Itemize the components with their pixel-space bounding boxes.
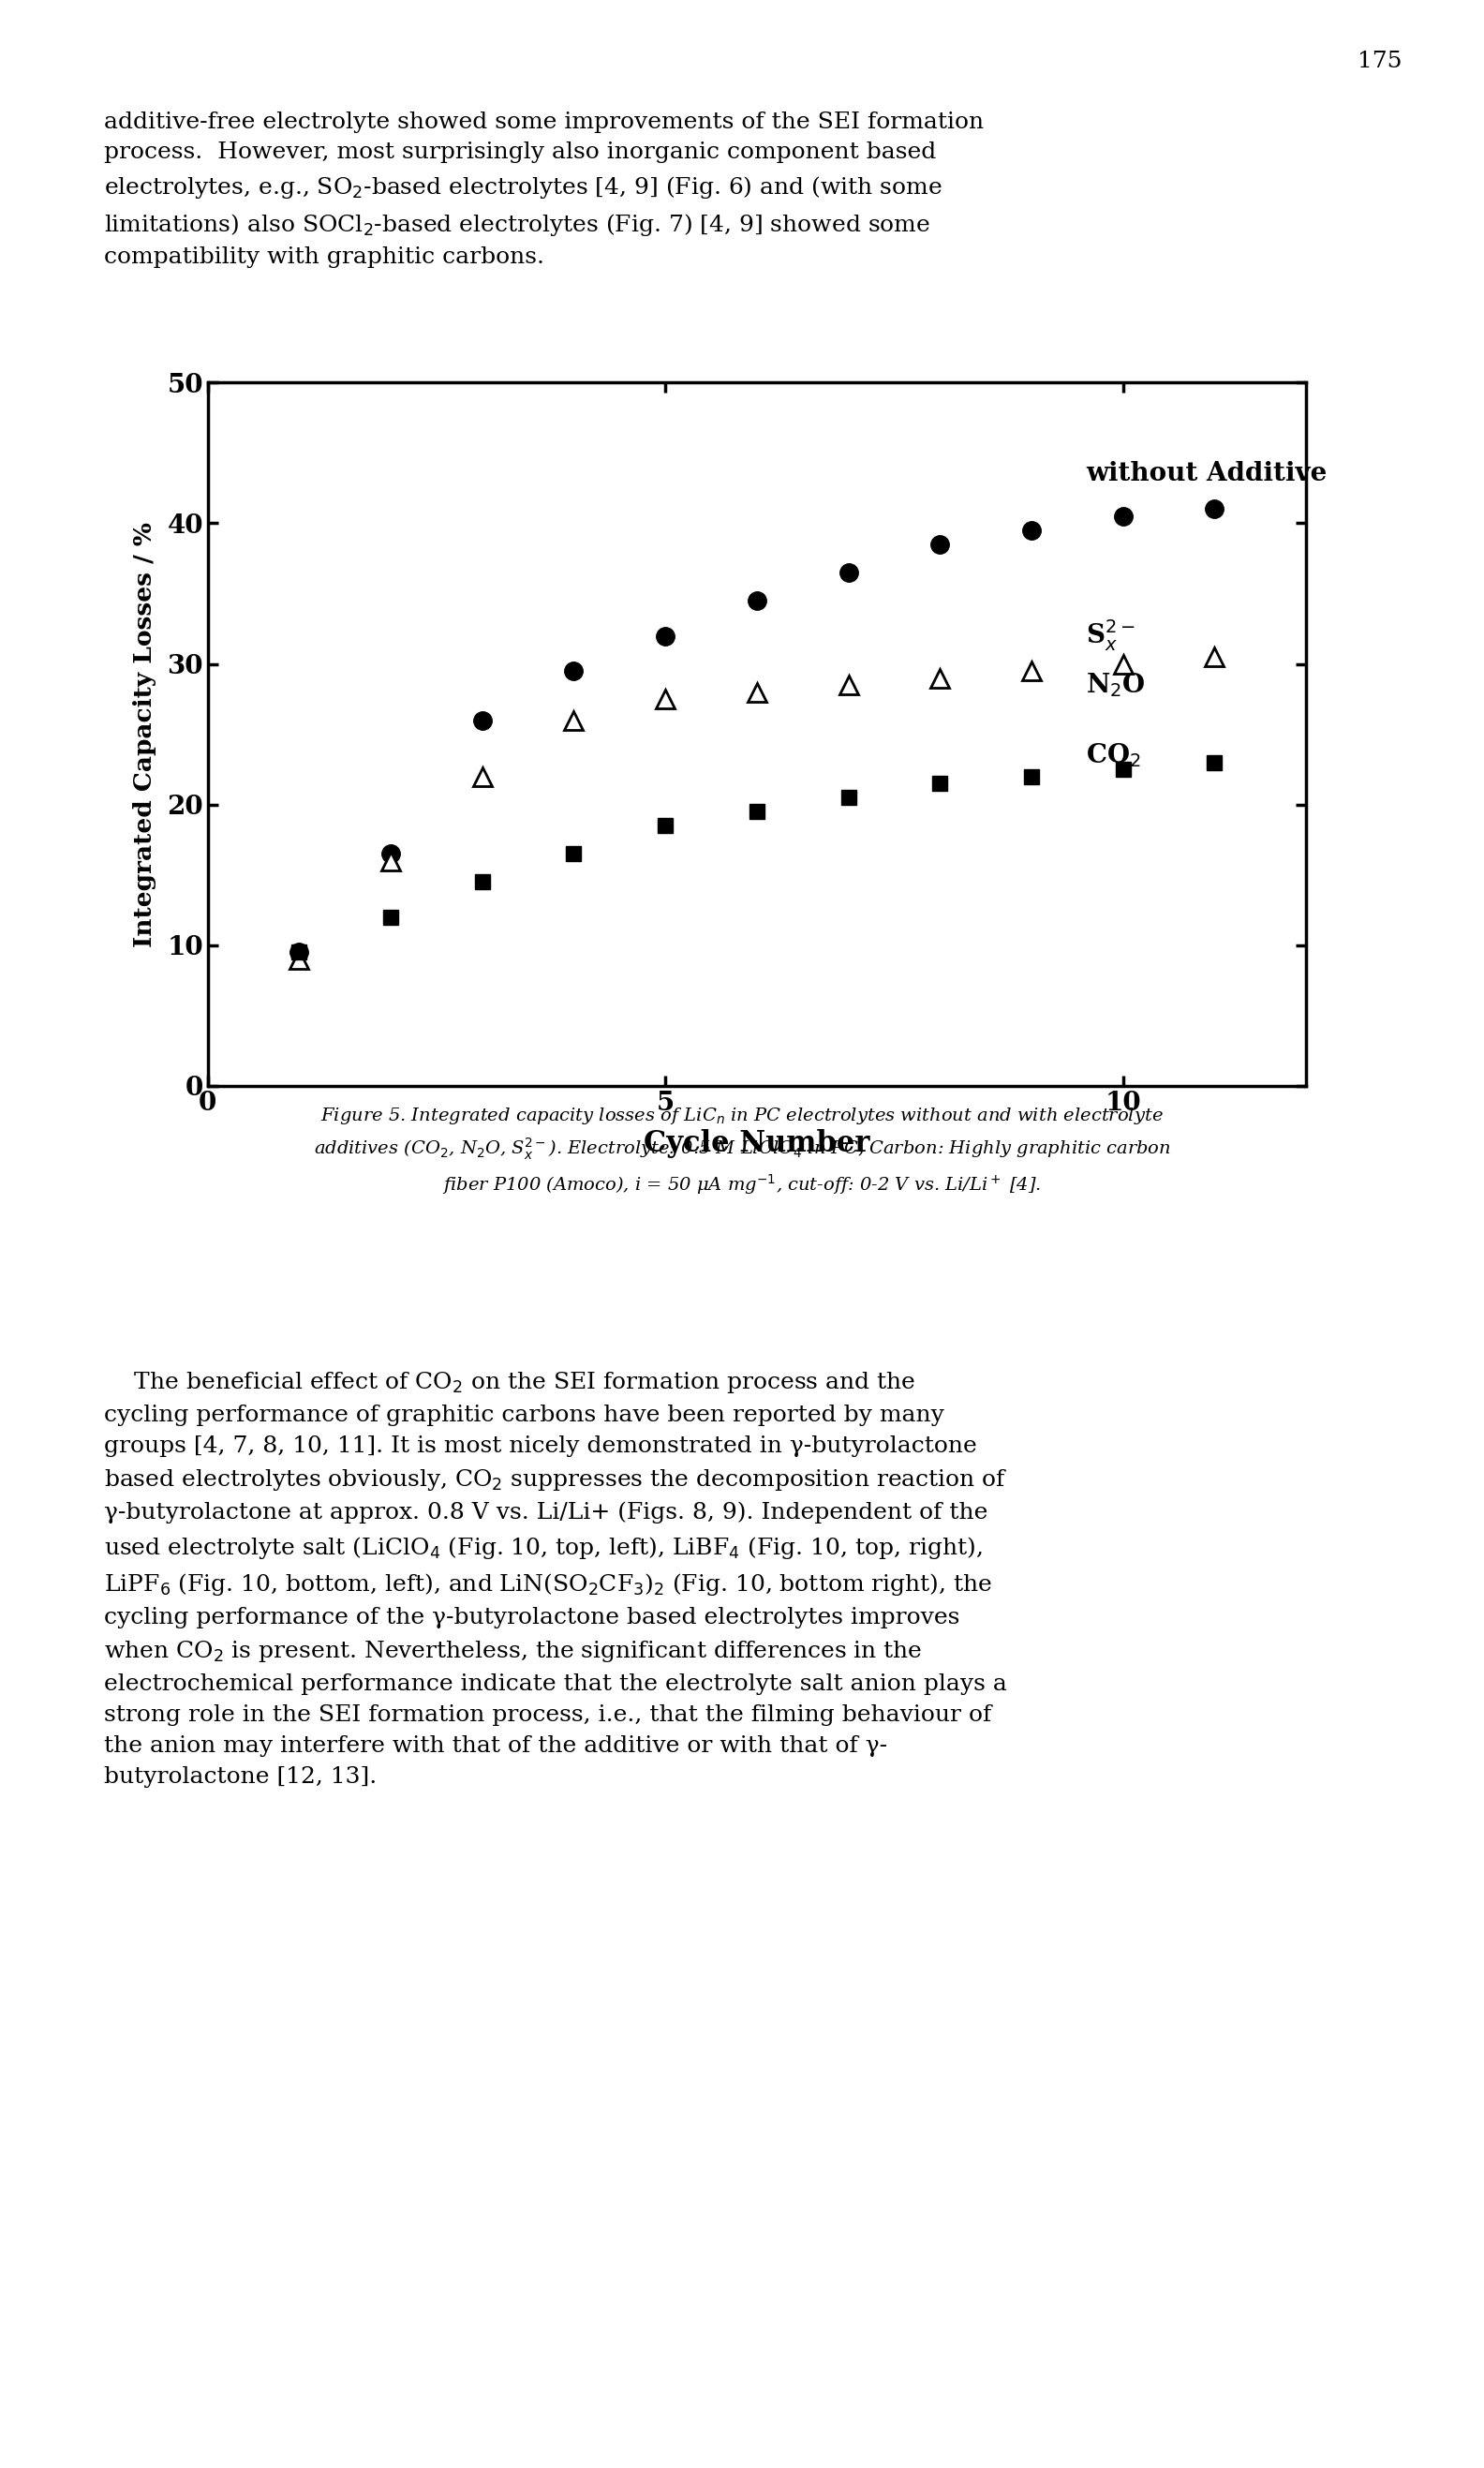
Text: Figure 5. Integrated capacity losses of LiC$_n$ in PC electrolytes without and w: Figure 5. Integrated capacity losses of … xyxy=(313,1106,1171,1197)
Text: S$_x^{2-}$: S$_x^{2-}$ xyxy=(1086,617,1135,654)
Text: additive-free electrolyte showed some improvements of the SEI formation
process.: additive-free electrolyte showed some im… xyxy=(104,111,984,269)
Text: CO$_2$: CO$_2$ xyxy=(1086,740,1141,770)
Y-axis label: Integrated Capacity Losses / %: Integrated Capacity Losses / % xyxy=(134,521,157,948)
Text: 175: 175 xyxy=(1358,52,1402,72)
Text: The beneficial effect of CO$_2$ on the SEI formation process and the
cycling per: The beneficial effect of CO$_2$ on the S… xyxy=(104,1370,1008,1787)
Text: without Additive: without Additive xyxy=(1086,462,1327,486)
X-axis label: Cycle Number: Cycle Number xyxy=(644,1128,870,1157)
Text: N$_2$O: N$_2$O xyxy=(1086,671,1146,698)
